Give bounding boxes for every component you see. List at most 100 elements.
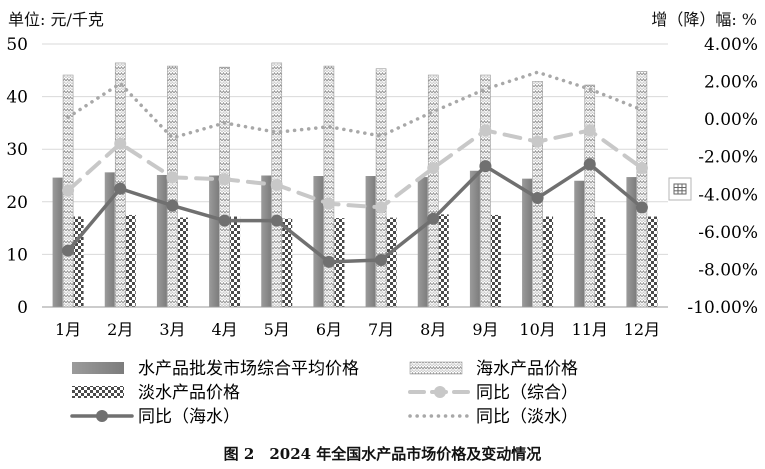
line-marker [114, 182, 127, 195]
line-marker [635, 161, 648, 174]
bar-checker [230, 216, 241, 307]
bar-checker [73, 216, 84, 307]
line-marker [322, 255, 335, 268]
left-tick-label: 30 [6, 140, 28, 160]
bar-solid [626, 177, 637, 307]
bar-checker [438, 214, 449, 307]
bar-series-group [52, 62, 658, 308]
legend-swatch [72, 386, 124, 398]
category-label: 4月 [211, 320, 237, 339]
bar-checker [386, 217, 397, 307]
bar-solid [313, 176, 324, 307]
bar-solid [365, 176, 376, 307]
line-marker [583, 158, 596, 171]
bar-checker [490, 214, 501, 307]
line-dotted [66, 70, 644, 140]
line-solid-marker [66, 162, 644, 264]
line-marker [635, 201, 648, 214]
right-tick-label: 0.00% [704, 110, 758, 130]
line-marker [479, 160, 492, 173]
figure-caption: 图 2 2024 年全国水产品市场价格及变动情况 [223, 445, 542, 463]
category-label: 2月 [107, 320, 133, 339]
category-label: 12月 [624, 320, 660, 339]
left-tick-label: 10 [6, 245, 28, 265]
legend-marker [434, 386, 446, 398]
right-tick-label: 2.00% [704, 73, 758, 93]
line-marker [62, 244, 75, 257]
bar-checker [647, 216, 658, 307]
bar-checker [543, 216, 554, 307]
line-series-group [62, 70, 648, 268]
line-marker [270, 214, 283, 227]
combo-chart: 0 10 20 30 40 50 -10.00% -8.00% -6.00% -4.00% -2.0… [6, 35, 758, 427]
bar-solid [522, 178, 533, 307]
line-marker [166, 171, 179, 184]
line-marker [114, 137, 127, 150]
bar-solid [104, 172, 115, 307]
line-marker [218, 214, 231, 227]
bar-solid [156, 174, 167, 307]
bar-zigzag [584, 84, 596, 308]
bar-solid [469, 170, 480, 307]
category-label: 6月 [316, 320, 342, 339]
right-tick-label: 4.00% [704, 35, 758, 55]
category-label: 9月 [472, 320, 498, 339]
line-marker [531, 192, 544, 205]
legend-label: 同比（淡水） [476, 407, 578, 427]
bar-zigzag [480, 74, 491, 308]
bar-zigzag [219, 66, 230, 308]
bar-zigzag [323, 65, 335, 308]
line-marker [427, 212, 440, 225]
right-tick-label: -6.00% [698, 223, 758, 243]
category-label: 11月 [572, 320, 608, 339]
category-label: 3月 [159, 320, 185, 339]
category-label: 8月 [420, 320, 446, 339]
line-marker [270, 178, 283, 191]
line-marker [427, 161, 440, 174]
line-marker [531, 135, 544, 148]
line-marker [218, 173, 231, 186]
bar-zigzag [636, 71, 648, 308]
bar-solid [417, 177, 428, 307]
category-label: 10月 [519, 320, 555, 339]
legend-swatch [409, 361, 463, 375]
legend-label: 淡水产品价格 [138, 383, 240, 403]
line-marker [322, 197, 335, 210]
left-tick-label: 0 [17, 298, 28, 318]
line-marker [166, 199, 179, 212]
line-dash-marker [66, 128, 644, 210]
gridlines [42, 43, 668, 255]
legend-label: 同比（海水） [138, 407, 240, 427]
legend-marker [96, 410, 108, 422]
table-icon[interactable] [668, 177, 692, 201]
legend-label: 同比（综合） [476, 383, 578, 403]
right-tick-label: -8.00% [698, 260, 758, 280]
line-marker [62, 184, 75, 197]
bar-checker [595, 217, 606, 307]
legend-swatch [72, 362, 124, 374]
right-tick-label: -4.00% [698, 185, 758, 205]
bar-solid [574, 180, 585, 307]
left-axis-unit: 单位: 元/千克 [8, 10, 104, 29]
legend-label: 水产品批发市场综合平均价格 [138, 359, 359, 379]
left-tick-label: 40 [6, 88, 28, 108]
bar-checker [177, 217, 188, 307]
line-marker [479, 124, 492, 137]
bar-solid [261, 175, 272, 307]
right-tick-label: -10.00% [687, 298, 758, 318]
right-tick-label: -2.00% [698, 148, 758, 168]
category-label: 1月 [55, 320, 81, 339]
bar-zigzag [375, 68, 387, 308]
category-label: 7月 [368, 320, 394, 339]
category-label: 5月 [264, 320, 290, 339]
left-tick-label: 50 [6, 35, 28, 55]
line-marker [583, 124, 596, 137]
bar-solid [52, 177, 63, 307]
right-axis-unit: 增（降）幅: % [651, 10, 757, 29]
bar-checker [282, 218, 293, 307]
line-marker [375, 201, 388, 214]
legend-label: 海水产品价格 [476, 359, 578, 379]
axes: 0 10 20 30 40 50 -10.00% -8.00% -6.00% -4.00% -2.0… [6, 35, 758, 339]
line-marker [375, 254, 388, 267]
